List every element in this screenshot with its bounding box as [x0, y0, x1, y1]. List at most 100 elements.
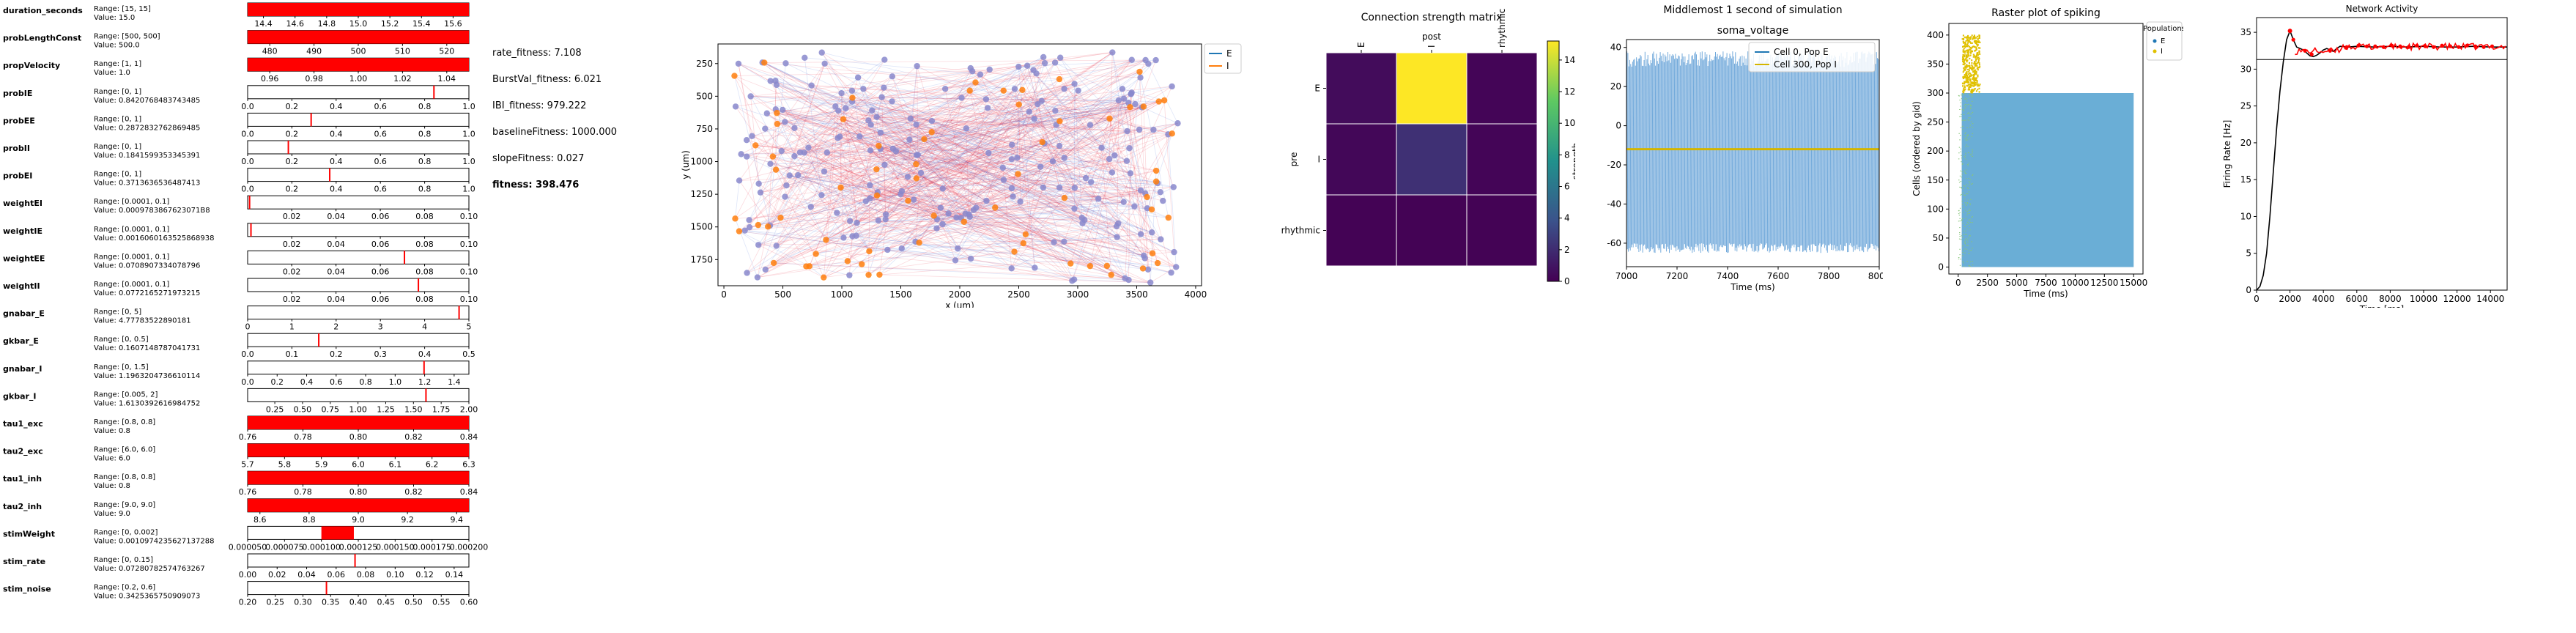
connection-line: [823, 232, 1152, 278]
connection-line: [840, 82, 976, 188]
connection-line: [798, 174, 887, 215]
connection-line: [988, 147, 1130, 154]
connection-line: [880, 148, 1152, 210]
cell-point-e: [914, 152, 921, 158]
connection-line: [1022, 89, 1038, 105]
connection-line: [907, 88, 1123, 177]
slider-tick-label: 0.30: [294, 598, 312, 607]
connection-line: [870, 149, 1111, 275]
cell-point-e: [889, 73, 896, 80]
connection-line: [840, 110, 873, 137]
connection-line: [885, 130, 1128, 215]
cell-point-e: [1056, 142, 1063, 149]
connection-line: [916, 69, 990, 125]
connection-line: [782, 109, 1128, 132]
connection-line: [810, 167, 1003, 207]
connection-line: [777, 123, 844, 238]
connection-line: [780, 71, 1140, 218]
param-name: weightIE: [3, 226, 42, 236]
param-name: tau1_exc: [3, 419, 43, 429]
connection-line: [878, 145, 917, 165]
cell-point-e: [736, 177, 743, 184]
connection-line: [772, 156, 1152, 210]
connection-line: [807, 147, 822, 196]
cell-point-e: [1061, 238, 1067, 245]
slider-tick-label: 0.4: [330, 129, 343, 138]
rate-fitness: rate_fitness: 7.108: [492, 48, 582, 59]
connection-line: [764, 62, 1004, 180]
connection-line: [804, 57, 981, 75]
cell-point-e: [1109, 169, 1116, 176]
connection-line: [908, 66, 918, 140]
burst-peak-marker: [2457, 45, 2461, 49]
connection-line: [810, 108, 846, 207]
cell-point-e: [1168, 269, 1174, 276]
connection-line: [917, 155, 1099, 199]
slider-tick-label: 1.0: [389, 377, 402, 387]
param-row-weightIE: weightIE Range: [0.0001, 0.1]Value: 0.001…: [3, 223, 478, 249]
connection-line: [1074, 208, 1169, 218]
slider-tick-label: 6.3: [462, 460, 475, 470]
cell-point-i: [972, 79, 979, 86]
param-value: Value: 0.2872832762869485: [94, 124, 200, 132]
connection-line: [776, 106, 1144, 171]
burst-peak-marker: [2287, 29, 2292, 34]
connection-line: [987, 107, 1045, 144]
x-tick-label: 3000: [1067, 289, 1089, 300]
cell-point-e: [746, 217, 752, 223]
connection-line: [1017, 88, 1123, 158]
slider-tick-label: 2: [333, 322, 338, 332]
slider-tick-label: 0.0: [241, 377, 254, 387]
cell-point-i: [1067, 260, 1074, 267]
connection-line: [970, 129, 1154, 259]
x-tick-label: 12500: [2090, 278, 2118, 288]
param-range: Range: [0, 1]: [94, 171, 141, 179]
param-name: stimWeight: [3, 529, 55, 538]
cell-point-e: [1008, 265, 1015, 272]
connection-line: [876, 118, 1035, 170]
connection-line: [915, 172, 922, 242]
cell-point-e: [1008, 185, 1015, 192]
param-name: weightEE: [3, 253, 45, 263]
cell-point-e: [853, 232, 859, 239]
connection-line: [1064, 88, 1140, 130]
connection-line: [872, 110, 932, 133]
burst-peak-marker: [2406, 45, 2411, 49]
connection-line: [955, 200, 987, 261]
connection-line: [750, 96, 826, 240]
slider-tick-label: 1.00: [349, 404, 367, 414]
cell-point-i: [1169, 130, 1175, 137]
connection-line: [851, 59, 1132, 103]
param-row-propVelocity: propVelocity Range: [1, 1]Value: 1.0 0.96 0…: [3, 57, 470, 84]
y-tick-label: 200: [1927, 146, 1944, 156]
x-tick-label: 7500: [2035, 278, 2057, 288]
cell-point-e: [763, 110, 771, 116]
cell-point-e: [783, 182, 790, 189]
connection-line: [808, 59, 885, 148]
connection-line: [892, 76, 938, 220]
x-tick-label: 14000: [2476, 294, 2504, 304]
cell-point-e: [818, 192, 825, 199]
param-range: Range: [0, 5]: [94, 308, 141, 316]
cell-point-e: [843, 105, 849, 111]
connection-line: [994, 93, 1132, 208]
connection-line: [878, 145, 1117, 237]
connection-line: [769, 157, 1018, 226]
param-value: Value: 0.8: [94, 427, 130, 435]
connection-line: [880, 148, 943, 225]
connection-line: [1090, 100, 1119, 182]
connection-line: [879, 52, 1113, 275]
connection-line: [880, 148, 1013, 197]
connection-line: [760, 122, 1178, 193]
cell-point-e: [1171, 248, 1177, 256]
cell-point-e: [867, 147, 874, 154]
cell-point-e: [747, 93, 754, 100]
slider-frame: [247, 553, 470, 568]
connection-line: [1017, 71, 1140, 158]
connection-line: [879, 133, 1172, 275]
x-tick-label: 2500: [1976, 278, 1999, 288]
connection-line: [785, 196, 1075, 280]
param-name: gnabar_I: [3, 364, 42, 374]
connection-line: [1013, 89, 1023, 197]
